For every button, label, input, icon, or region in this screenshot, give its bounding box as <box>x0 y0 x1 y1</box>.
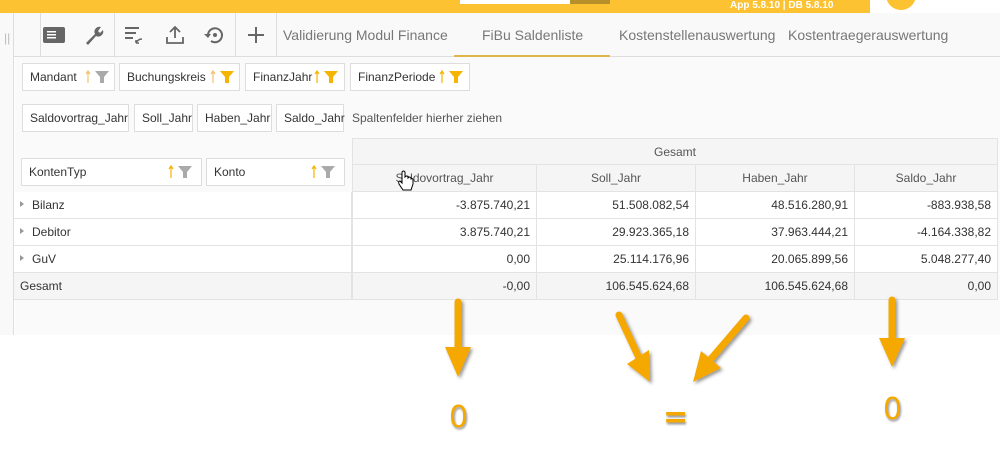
value-cell: 51.508.082,54 <box>537 192 696 219</box>
arrow-down-right <box>879 296 905 367</box>
row-field-kontentyp[interactable]: KontenTyp <box>21 158 202 186</box>
logo <box>870 0 1000 14</box>
value-cell: -0,00 <box>352 273 537 300</box>
value-cell: -3.875.740,21 <box>352 192 537 219</box>
annotation-equals: = <box>663 400 689 435</box>
tab-validierung[interactable]: Validierung Modul Finance <box>283 27 448 43</box>
value-cell: 29.923.365,18 <box>537 219 696 246</box>
value-cell: 20.065.899,56 <box>696 246 855 273</box>
field-label: FinanzPeriode <box>358 70 436 84</box>
row-label: GuV <box>32 252 57 266</box>
data-field-saldo[interactable]: Saldo_Jahr <box>276 104 345 132</box>
version-label: App 5.8.10 | DB 5.8.10 <box>730 0 834 11</box>
value-cell: -4.164.338,82 <box>855 219 998 246</box>
value-cell: 25.114.176,96 <box>537 246 696 273</box>
column-header-saldo[interactable]: Saldo_Jahr <box>855 165 998 192</box>
grand-total-label: Gesamt <box>14 273 352 300</box>
column-group-header: Gesamt <box>352 138 998 165</box>
data-field-haben[interactable]: Haben_Jahr <box>197 104 272 132</box>
filter-field-finanzjahr[interactable]: FinanzJahr <box>245 63 345 91</box>
sort-filter-icon[interactable] <box>314 69 340 85</box>
sort-filter-icon[interactable] <box>210 69 236 85</box>
column-header-saldovortrag[interactable]: Saldovortrag_Jahr <box>352 165 537 192</box>
row-field-konto[interactable]: Konto <box>206 158 345 186</box>
filter-field-finanzperiode[interactable]: FinanzPeriode <box>350 63 470 91</box>
panel-icon[interactable] <box>42 23 66 47</box>
sort-filter-icon[interactable] <box>311 164 337 180</box>
sort-filter-icon[interactable] <box>439 69 465 85</box>
data-field-saldovortrag[interactable]: Saldovortrag_Jahr <box>22 104 129 132</box>
value-cell: -883.938,58 <box>855 192 998 219</box>
tab-fibu-saldenliste[interactable]: FiBu Saldenliste <box>454 13 610 57</box>
field-label: Mandant <box>30 70 77 84</box>
value-cell: 0,00 <box>855 273 998 300</box>
arrow-soll <box>615 311 650 382</box>
row-label: Gesamt <box>20 279 63 293</box>
plus-icon[interactable] <box>244 23 268 47</box>
splitter-handle[interactable]: || <box>0 13 14 335</box>
field-label: Konto <box>214 165 246 179</box>
sort-filter-icon[interactable] <box>168 164 194 180</box>
arrow-haben <box>693 314 750 382</box>
hand-cursor-icon <box>398 170 414 191</box>
field-label: Buchungskreis <box>127 70 206 84</box>
upload-icon[interactable] <box>163 23 187 47</box>
row-header[interactable]: GuV <box>14 246 352 273</box>
expand-icon[interactable] <box>20 228 24 234</box>
column-header-soll[interactable]: Soll_Jahr <box>537 165 696 192</box>
column-drop-hint: Spaltenfelder hierher ziehen <box>352 111 503 125</box>
sort-filter-icon[interactable] <box>85 69 111 85</box>
annotation-zero-left: 0 <box>449 400 469 435</box>
arrow-down-left <box>445 298 471 377</box>
data-field-soll[interactable]: Soll_Jahr <box>134 104 193 132</box>
search-input[interactable] <box>460 0 570 4</box>
tab-kostenstellen[interactable]: Kostenstellenauswertung <box>619 27 776 43</box>
search-button[interactable] <box>570 0 610 4</box>
column-header-haben[interactable]: Haben_Jahr <box>696 165 855 192</box>
value-cell: 106.545.624,68 <box>537 273 696 300</box>
annotation-zero-right: 0 <box>883 392 903 427</box>
filter-field-mandant[interactable]: Mandant <box>22 63 115 91</box>
field-label: KontenTyp <box>29 165 87 179</box>
expand-icon[interactable] <box>20 255 24 261</box>
toolbar: Validierung Modul Finance FiBu Saldenlis… <box>0 13 1000 57</box>
value-cell: 106.545.624,68 <box>696 273 855 300</box>
tab-kostentraeger[interactable]: Kostentraegerauswertung <box>788 27 949 43</box>
filter-field-buchungskreis[interactable]: Buchungskreis <box>119 63 240 91</box>
value-cell: 37.963.444,21 <box>696 219 855 246</box>
restore-icon[interactable] <box>202 23 226 47</box>
value-cell: 5.048.277,40 <box>855 246 998 273</box>
sort-list-icon[interactable] <box>122 23 146 47</box>
value-cell: 3.875.740,21 <box>352 219 537 246</box>
top-bar: App 5.8.10 | DB 5.8.10 <box>0 0 870 13</box>
expand-icon[interactable] <box>20 201 24 207</box>
value-cell: 0,00 <box>352 246 537 273</box>
wrench-icon[interactable] <box>82 23 106 47</box>
row-label: Bilanz <box>32 198 65 212</box>
value-cell: 48.516.280,91 <box>696 192 855 219</box>
field-label: FinanzJahr <box>253 70 313 84</box>
row-label: Debitor <box>32 225 71 239</box>
row-header[interactable]: Debitor <box>14 219 352 246</box>
row-header[interactable]: Bilanz <box>14 192 352 219</box>
